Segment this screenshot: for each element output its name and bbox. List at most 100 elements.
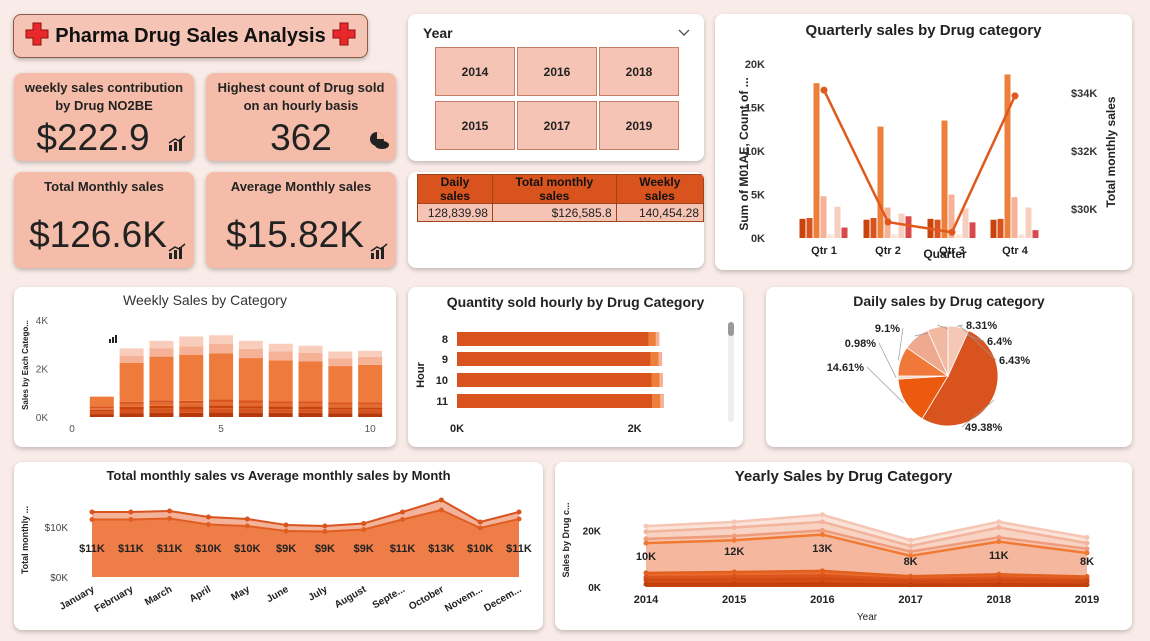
- pie-slice: [947, 325, 970, 377]
- stacked-bar-segment: [358, 409, 383, 414]
- y-tick-label: $10K: [45, 523, 69, 534]
- year-option-2015[interactable]: 2015: [435, 101, 515, 150]
- year-option-2017[interactable]: 2017: [517, 101, 597, 150]
- stacked-bar-segment: [119, 362, 144, 402]
- stacked-bar-segment: [328, 358, 353, 367]
- bar: [820, 196, 827, 238]
- data-label: $9K: [276, 543, 296, 555]
- x-tick-label: Qtr 3: [939, 245, 965, 257]
- pie-slice: [921, 329, 999, 427]
- bar-segment: [650, 352, 659, 366]
- data-label: 8K: [904, 556, 918, 568]
- year-option-2019[interactable]: 2019: [599, 101, 679, 150]
- table-header[interactable]: Weekly sales: [615, 174, 704, 204]
- slice-label: 6.4%: [987, 336, 1012, 348]
- year-slicer: Year 2014 2016 2018 2015 2017 2019: [408, 14, 704, 161]
- line-point: [400, 517, 406, 522]
- table-cell: 128,839.98: [417, 203, 493, 222]
- slicer-label: Year: [423, 25, 453, 41]
- bar: [898, 213, 905, 238]
- chart-title: Quantity sold hourly by Drug Category: [446, 294, 705, 310]
- bar-segment: [655, 332, 660, 346]
- line-point: [643, 540, 649, 546]
- slice-label: 0.98%: [845, 338, 876, 350]
- bar: [841, 227, 848, 238]
- stacked-bar-segment: [149, 356, 174, 401]
- chevron-down-icon[interactable]: [678, 24, 690, 42]
- line-point: [731, 525, 737, 530]
- table-header[interactable]: Total monthly sales: [491, 174, 617, 204]
- x-tick-label: August: [333, 584, 369, 611]
- sales-table: Daily sales Total monthly sales Weekly s…: [417, 174, 704, 222]
- stacked-bar-segment: [149, 405, 174, 409]
- line-point: [89, 509, 95, 515]
- bar: [1032, 230, 1039, 238]
- line-point: [996, 577, 1002, 583]
- bar: [990, 219, 997, 238]
- y-tick-label: $0K: [50, 573, 68, 584]
- line-point: [205, 522, 211, 527]
- kpi-average-monthly: Average Monthly sales $15.82K: [206, 172, 396, 268]
- leader-line: [866, 366, 904, 404]
- weekly-chart: Sales by Each Catego... 0K 2K 4K 0 5 10: [21, 316, 383, 435]
- kpi-hourly-count: Highest count of Drug sold on an hourly …: [206, 73, 396, 161]
- line-point: [731, 581, 737, 587]
- stacked-bar-segment: [358, 356, 383, 365]
- data-label: $10K: [234, 543, 260, 555]
- stacked-bar-segment: [179, 400, 204, 404]
- stacked-bar-segment: [89, 409, 114, 412]
- year-option-2018[interactable]: 2018: [599, 47, 679, 96]
- x-tick-label: March: [143, 584, 174, 608]
- y-tick-label: 0K: [588, 583, 602, 594]
- stacked-bar-segment: [268, 412, 293, 417]
- bar-trend-icon: [168, 135, 186, 156]
- page-title: Pharma Drug Sales Analysis: [55, 24, 326, 47]
- stacked-bar-segment: [119, 413, 144, 417]
- x-tick-label: 0: [69, 424, 75, 435]
- line-point: [643, 581, 649, 587]
- bar: [948, 194, 955, 238]
- table-header[interactable]: Daily sales: [417, 174, 493, 204]
- stacked-bar-segment: [89, 406, 114, 409]
- stacked-bar-segment: [268, 351, 293, 361]
- bar: [1004, 74, 1011, 238]
- scrollbar[interactable]: [728, 322, 734, 422]
- bar: [962, 208, 969, 238]
- bar: [834, 206, 841, 238]
- data-label: $11K: [506, 543, 532, 555]
- series-line: [92, 508, 520, 533]
- y-tick-label: 15K: [745, 103, 765, 115]
- stacked-bar-segment: [119, 348, 144, 356]
- line-point: [283, 528, 289, 534]
- table-cell: 140,454.28: [615, 203, 704, 222]
- stacked-bar-segment: [209, 335, 234, 344]
- line-point: [731, 533, 737, 539]
- chart-title: Yearly Sales by Drug Category: [734, 468, 953, 485]
- data-label: 12K: [724, 546, 744, 558]
- stacked-bar-segment: [89, 396, 114, 407]
- stacked-bar-segment: [298, 403, 323, 407]
- y-tick-label: 0K: [751, 233, 765, 245]
- stacked-bar-segment: [179, 354, 204, 401]
- bar-segment: [457, 332, 649, 346]
- medical-cross-icon: [332, 22, 356, 51]
- x-tick-label: 2018: [987, 594, 1011, 606]
- scrollbar-thumb[interactable]: [728, 322, 734, 336]
- x-axis-label: Year: [857, 612, 878, 623]
- year-option-2016[interactable]: 2016: [517, 47, 597, 96]
- monthly-chart: Total monthly ... $0K $10K $11K $11K $11K $10…: [20, 497, 532, 615]
- line-point: [1084, 534, 1090, 540]
- slice-label: 49.38%: [965, 422, 1003, 434]
- line-point: [400, 509, 406, 515]
- x-tick-label: 2017: [898, 594, 922, 606]
- line-point: [89, 517, 95, 522]
- stacked-bar-segment: [209, 343, 234, 354]
- leader-line: [898, 327, 904, 361]
- data-label: $11K: [157, 543, 183, 555]
- year-option-2014[interactable]: 2014: [435, 47, 515, 96]
- stacked-bar-segment: [238, 348, 263, 359]
- data-label: $11K: [390, 543, 416, 555]
- stacked-bar-segment: [119, 403, 144, 407]
- line-point: [643, 570, 649, 576]
- series-area: [92, 510, 519, 577]
